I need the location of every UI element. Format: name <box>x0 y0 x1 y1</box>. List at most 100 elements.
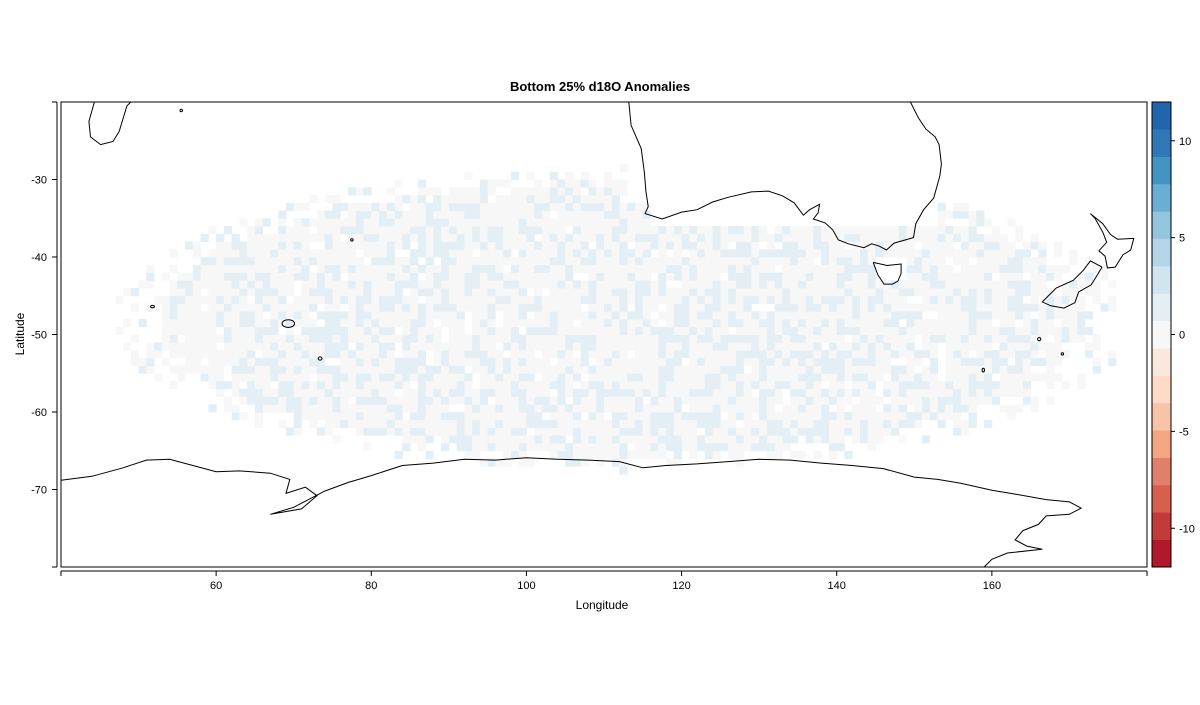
anomaly-cell <box>379 241 388 250</box>
anomaly-cell <box>844 226 853 235</box>
anomaly-cell <box>976 210 985 219</box>
anomaly-cell <box>588 179 597 188</box>
anomaly-cell <box>813 226 822 235</box>
anomaly-cell <box>860 412 869 421</box>
anomaly-cell <box>340 257 349 266</box>
anomaly-cell <box>518 195 527 204</box>
anomaly-cell <box>635 303 644 312</box>
anomaly-cell <box>456 419 465 428</box>
anomaly-cell <box>324 342 333 351</box>
anomaly-cell <box>573 241 582 250</box>
anomaly-cell <box>782 427 791 436</box>
anomaly-cell <box>223 396 233 405</box>
anomaly-cell <box>130 334 139 343</box>
anomaly-cell <box>658 334 667 343</box>
anomaly-cell <box>448 241 458 250</box>
anomaly-cell <box>410 233 419 242</box>
anomaly-cell <box>1030 241 1039 250</box>
anomaly-cell <box>681 264 690 273</box>
anomaly-cell <box>642 249 651 258</box>
anomaly-cell <box>417 241 426 250</box>
anomaly-cell <box>681 334 690 343</box>
anomaly-cell <box>984 295 993 304</box>
anomaly-cell <box>1022 264 1032 273</box>
anomaly-cell <box>991 249 1001 258</box>
anomaly-cell <box>332 350 341 359</box>
anomaly-cell <box>324 334 333 343</box>
anomaly-cell <box>503 365 512 374</box>
anomaly-cell <box>883 233 892 242</box>
anomaly-cell <box>456 241 465 250</box>
anomaly-cell <box>751 334 760 343</box>
anomaly-cell <box>619 342 628 351</box>
anomaly-cell <box>774 357 783 366</box>
anomaly-cell <box>301 334 310 343</box>
anomaly-cell <box>805 357 814 366</box>
anomaly-cell <box>410 295 419 304</box>
anomaly-cell <box>317 226 326 235</box>
anomaly-cell <box>472 319 481 328</box>
anomaly-cell <box>262 295 271 304</box>
anomaly-cell <box>697 326 706 335</box>
anomaly-cell <box>355 272 364 281</box>
anomaly-cell <box>208 288 217 297</box>
anomaly-cell <box>503 226 512 235</box>
anomaly-cell <box>355 396 364 405</box>
anomaly-cell <box>960 381 969 390</box>
y-tick-label: -40 <box>31 252 47 264</box>
anomaly-cell <box>914 257 923 266</box>
anomaly-cell <box>875 435 884 444</box>
anomaly-cell <box>254 334 264 343</box>
anomaly-cell <box>425 272 434 281</box>
anomaly-cell <box>666 357 675 366</box>
anomaly-cell <box>759 319 768 328</box>
anomaly-cell <box>223 264 233 273</box>
anomaly-cell <box>898 295 907 304</box>
anomaly-cell <box>495 365 504 374</box>
anomaly-cell <box>991 226 1001 235</box>
anomaly-cell <box>766 272 776 281</box>
anomaly-cell <box>549 187 558 196</box>
anomaly-cell <box>317 257 326 266</box>
anomaly-cell <box>495 295 504 304</box>
anomaly-cell <box>1015 388 1024 397</box>
anomaly-cell <box>464 334 473 343</box>
anomaly-cell <box>518 388 527 397</box>
anomaly-cell <box>1046 350 1055 359</box>
anomaly-cell <box>1038 303 1047 312</box>
anomaly-cell <box>1007 350 1016 359</box>
anomaly-cell <box>1046 311 1055 320</box>
anomaly-cell <box>937 412 946 421</box>
colorbar-segment <box>1152 238 1171 267</box>
x-tick-label: 120 <box>672 580 690 592</box>
anomaly-cell <box>627 427 636 436</box>
anomaly-cell <box>875 419 884 428</box>
anomaly-cell <box>433 272 442 281</box>
anomaly-cell <box>433 218 442 227</box>
anomaly-cell <box>526 202 535 211</box>
anomaly-cell <box>914 280 923 289</box>
anomaly-cell <box>929 249 938 258</box>
anomaly-cell <box>790 241 799 250</box>
anomaly-cell <box>945 381 954 390</box>
anomaly-cell <box>386 233 395 242</box>
anomaly-cell <box>425 226 434 235</box>
anomaly-cell <box>565 326 574 335</box>
anomaly-cell <box>177 326 186 335</box>
anomaly-cell <box>604 257 613 266</box>
anomaly-cell <box>332 303 341 312</box>
anomaly-cell <box>239 264 248 273</box>
anomaly-cell <box>208 334 217 343</box>
colorbar-segment <box>1152 348 1171 376</box>
anomaly-cell <box>208 350 217 359</box>
anomaly-cell <box>580 233 589 242</box>
anomaly-cell <box>332 404 341 413</box>
anomaly-cell <box>363 334 372 343</box>
anomaly-cell <box>464 202 473 211</box>
anomaly-cell <box>914 350 923 359</box>
anomaly-cell <box>324 226 333 235</box>
anomaly-cell <box>1069 319 1078 328</box>
anomaly-cell <box>293 334 302 343</box>
anomaly-cell <box>216 288 225 297</box>
anomaly-cell <box>549 233 558 242</box>
